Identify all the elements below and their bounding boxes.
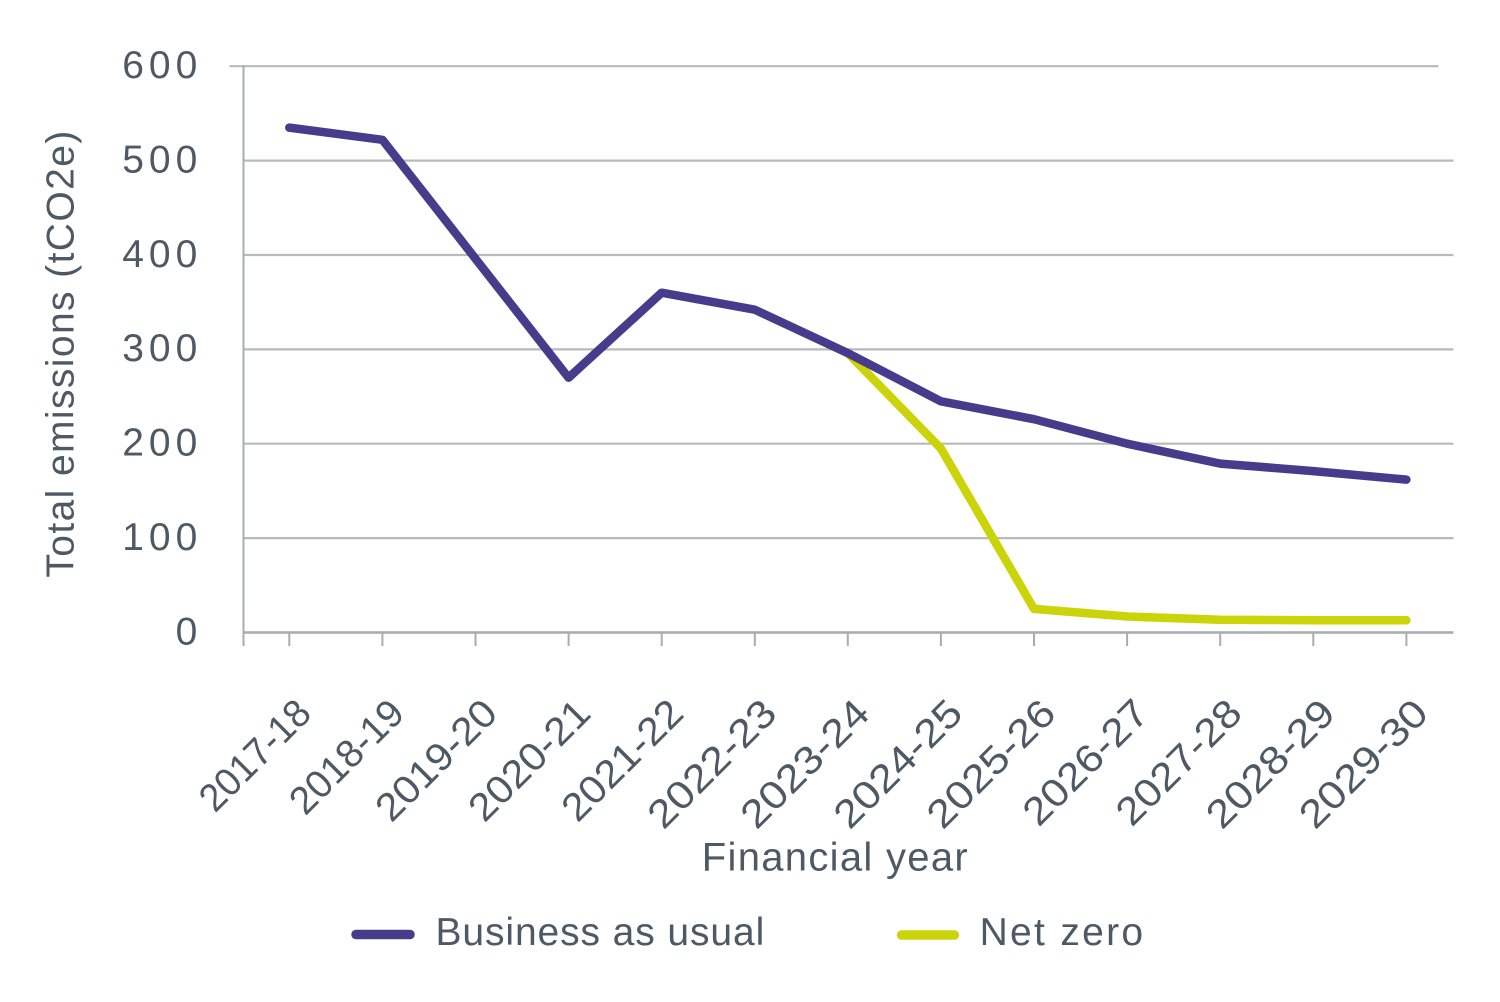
svg-text:200: 200 bbox=[122, 422, 202, 465]
svg-text:400: 400 bbox=[122, 233, 202, 276]
svg-text:600: 600 bbox=[122, 44, 202, 87]
svg-text:Business as usual: Business as usual bbox=[436, 911, 766, 954]
svg-text:500: 500 bbox=[122, 138, 202, 181]
svg-text:0: 0 bbox=[176, 610, 203, 653]
svg-text:100: 100 bbox=[122, 516, 202, 559]
svg-text:Net zero: Net zero bbox=[980, 911, 1146, 954]
svg-text:Total emissions (tCO2e): Total emissions (tCO2e) bbox=[40, 129, 83, 577]
svg-text:300: 300 bbox=[122, 327, 202, 370]
svg-text:Financial year: Financial year bbox=[702, 836, 969, 880]
